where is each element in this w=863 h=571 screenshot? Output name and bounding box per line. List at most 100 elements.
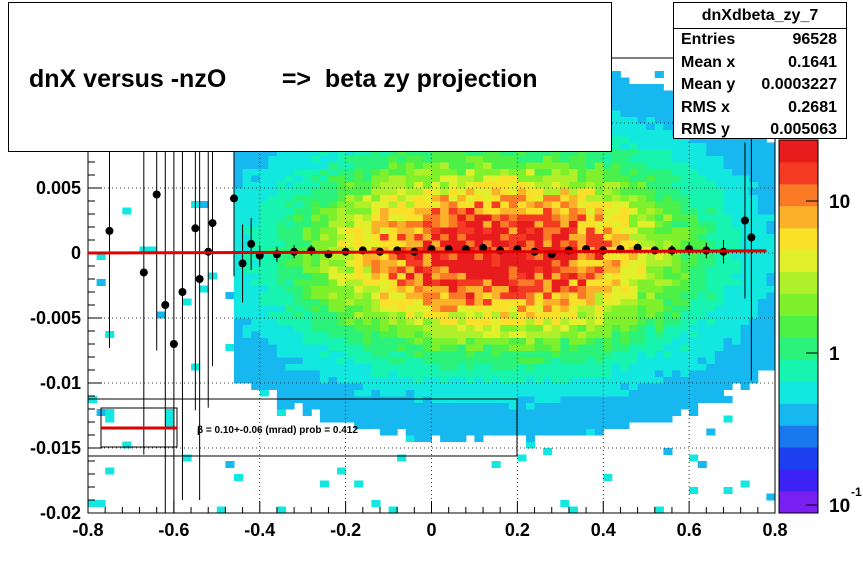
heat-cell: [491, 194, 501, 202]
heat-cell: [714, 259, 724, 267]
heat-cell: [568, 188, 578, 195]
heat-cell: [431, 155, 441, 163]
heat-cell: [611, 318, 621, 325]
heat-cell: [534, 305, 544, 312]
heat-cell: [431, 162, 441, 169]
heat-cell: [594, 240, 604, 247]
heat-cell: [328, 227, 338, 234]
heat-cell: [671, 207, 681, 215]
heat-cell: [508, 266, 518, 273]
heat-cell: [732, 220, 742, 228]
heat-cell: [586, 201, 596, 208]
heat-cell: [671, 402, 681, 410]
heat-cell: [508, 162, 518, 169]
heat-cell: [380, 305, 390, 312]
heat-cell: [422, 220, 432, 228]
heat-cell: [568, 285, 578, 293]
heat-cell: [362, 240, 372, 247]
heat-cell: [362, 168, 372, 176]
heat-cell: [465, 246, 475, 254]
heat-cell: [302, 194, 312, 202]
heat-cell: [629, 357, 639, 364]
heat-cell: [577, 415, 587, 423]
heat-cell: [259, 201, 269, 208]
heat-cell: [371, 240, 381, 247]
marker: [633, 243, 642, 252]
heat-cell: [311, 357, 321, 364]
heat-cell: [594, 227, 604, 234]
heat-cell: [319, 350, 329, 358]
heat-cell: [491, 357, 501, 364]
heat-cell: [242, 233, 252, 241]
heat-cell: [268, 370, 278, 377]
heat-cell: [457, 233, 467, 241]
heat-cell: [697, 324, 707, 332]
heat-cell: [397, 376, 407, 384]
heat-cell: [654, 116, 664, 124]
heat-cell: [311, 344, 321, 351]
heat-cell: [448, 376, 458, 384]
heat-cell: [671, 376, 681, 384]
heat-cell: [259, 331, 269, 338]
heat-cell: [483, 175, 493, 182]
heat-cell: [714, 357, 724, 364]
heat-cell: [766, 337, 776, 345]
heat-cell: [766, 318, 776, 325]
heat-cell: [534, 207, 544, 215]
heat-cell: [388, 311, 398, 319]
heat-cell: [663, 136, 673, 143]
heat-cell: [276, 272, 286, 280]
heat-cell: [706, 181, 716, 189]
heat-cell: [311, 175, 321, 182]
heat-cell: [637, 298, 647, 306]
heat-cell: [371, 409, 381, 416]
heat-cell: [697, 168, 707, 176]
heat-cell: [105, 415, 115, 423]
heat-cell: [268, 363, 278, 371]
heat-cell: [294, 253, 304, 260]
heat-cell: [526, 311, 536, 319]
heat-cell: [457, 318, 467, 325]
heat-cell: [345, 363, 355, 371]
heat-cell: [526, 422, 536, 429]
heat-cell: [500, 279, 510, 286]
heat-cell: [431, 298, 441, 306]
heat-cell: [319, 344, 329, 351]
heat-cell: [294, 149, 304, 156]
heat-cell: [517, 389, 527, 397]
heat-cell: [543, 305, 553, 312]
heat-cell: [543, 415, 553, 423]
heat-cell: [629, 175, 639, 182]
heat-cell: [749, 324, 759, 332]
heat-cell: [732, 292, 742, 299]
heat-cell: [603, 389, 613, 397]
heat-cell: [259, 324, 269, 332]
heat-cell: [319, 285, 329, 293]
heat-cell: [577, 266, 587, 273]
heat-cell: [680, 344, 690, 351]
heat-cell: [465, 175, 475, 182]
heat-cell: [251, 311, 261, 319]
heat-cell: [362, 181, 372, 189]
heat-cell: [500, 253, 510, 260]
heat-cell: [526, 285, 536, 293]
heat-cell: [354, 337, 364, 345]
heat-cell: [543, 175, 553, 182]
heat-cell: [259, 370, 269, 377]
heat-cell: [319, 409, 329, 416]
heat-cell: [697, 194, 707, 202]
heat-cell: [560, 227, 570, 234]
heat-cell: [440, 389, 450, 397]
heat-cell: [620, 220, 630, 228]
heat-cell: [586, 415, 596, 423]
colorbar-label: 10: [829, 496, 850, 517]
heat-cell: [706, 266, 716, 273]
heat-cell: [500, 292, 510, 299]
heat-cell: [380, 188, 390, 195]
heat-cell: [414, 415, 424, 423]
heat-cell: [422, 435, 432, 442]
heat-cell: [440, 318, 450, 325]
heat-cell: [371, 207, 381, 215]
heat-cell: [671, 214, 681, 221]
heat-cell: [422, 415, 432, 423]
